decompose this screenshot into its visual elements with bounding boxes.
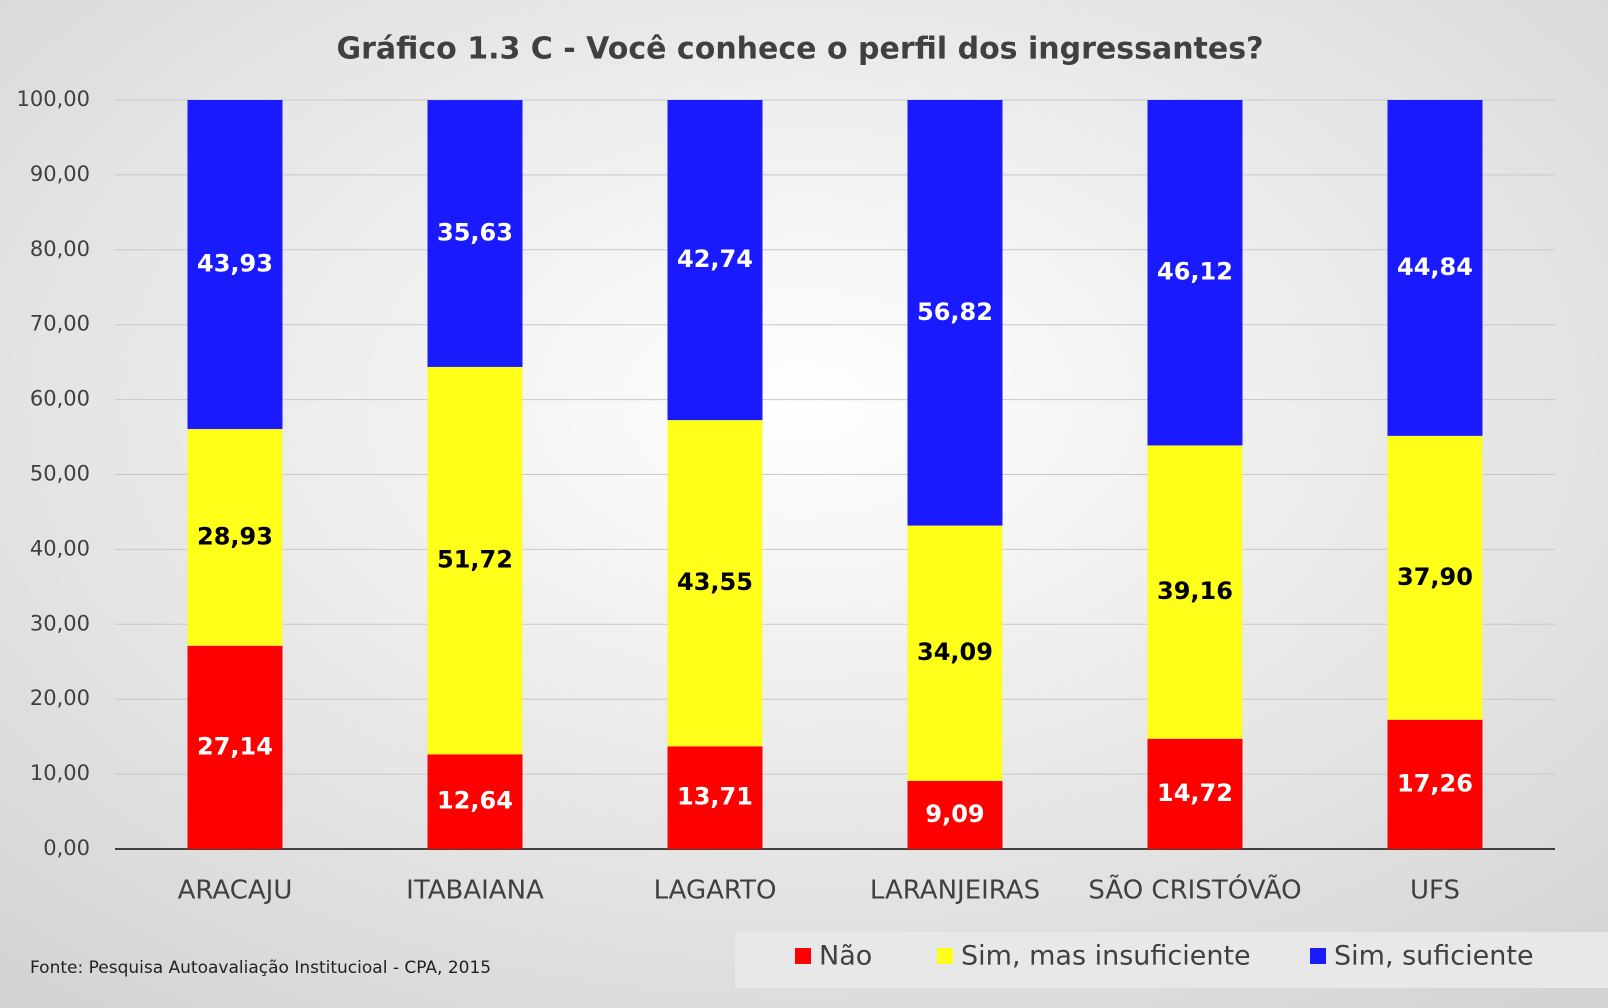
y-tick-label: 100,00: [17, 87, 90, 111]
x-tick-label: ARACAJU: [178, 876, 293, 906]
value-label: 51,72: [437, 546, 513, 574]
value-label: 34,09: [917, 638, 993, 666]
x-tick-label: LARANJEIRAS: [870, 876, 1040, 906]
bar-segment: [427, 366, 523, 755]
bar-segment: [427, 754, 523, 849]
bar-segment: [187, 429, 283, 646]
bar-segment: [667, 420, 763, 747]
value-label: 39,16: [1157, 577, 1233, 605]
legend-swatch: [937, 948, 953, 964]
bar-segment: [1387, 100, 1483, 436]
bar-segment: [1147, 100, 1243, 446]
value-label: 13,71: [677, 783, 753, 811]
legend-box: [735, 932, 1608, 988]
value-label: 43,93: [197, 250, 273, 278]
y-tick-label: 30,00: [30, 611, 90, 635]
bar-segment: [1147, 738, 1243, 849]
x-tick-label: UFS: [1410, 876, 1460, 906]
y-tick-label: 10,00: [30, 761, 90, 785]
bar-segment: [667, 100, 763, 421]
legend-swatch: [795, 948, 811, 964]
legend-label: Sim, suficiente: [1334, 941, 1534, 972]
x-tick-label: LAGARTO: [654, 876, 777, 906]
value-label: 42,74: [677, 245, 753, 273]
y-tick-label: 50,00: [30, 462, 90, 486]
value-label: 27,14: [197, 732, 273, 760]
bar-segment: [427, 100, 523, 367]
value-label: 17,26: [1397, 769, 1473, 797]
value-label: 35,63: [437, 219, 513, 247]
y-tick-label: 40,00: [30, 536, 90, 560]
bar-segment: [1147, 445, 1243, 739]
bar-segment: [907, 780, 1003, 849]
bar-segment: [187, 100, 283, 430]
y-tick-label: 80,00: [30, 237, 90, 261]
bar-segment: [667, 746, 763, 849]
value-label: 43,55: [677, 568, 753, 596]
value-label: 28,93: [197, 522, 273, 550]
source-note: Fonte: Pesquisa Autoavaliação Institucio…: [30, 958, 491, 978]
value-label: 12,64: [437, 787, 513, 815]
value-label: 44,84: [1397, 253, 1473, 281]
y-tick-label: 60,00: [30, 387, 90, 411]
chart-title: Gráfico 1.3 C - Você conhece o perfil do…: [336, 32, 1263, 67]
bar-segment: [1387, 435, 1483, 720]
x-tick-label: ITABAIANA: [406, 876, 544, 906]
legend-label: Não: [819, 941, 872, 972]
value-label: 37,90: [1397, 563, 1473, 591]
y-tick-label: 20,00: [30, 686, 90, 710]
legend-swatch: [1310, 948, 1326, 964]
y-tick-label: 90,00: [30, 162, 90, 186]
y-tick-label: 70,00: [30, 312, 90, 336]
bar-segment: [907, 100, 1003, 526]
value-label: 14,72: [1157, 779, 1233, 807]
value-label: 9,09: [925, 800, 984, 828]
y-tick-label: 0,00: [43, 836, 90, 860]
x-tick-label: SÃO CRISTÓVÃO: [1088, 874, 1301, 906]
value-label: 46,12: [1157, 258, 1233, 286]
bar-segment: [907, 525, 1003, 781]
bar-segment: [1387, 719, 1483, 849]
legend-label: Sim, mas insuficiente: [961, 941, 1251, 972]
value-label: 56,82: [917, 298, 993, 326]
bar-segment: [187, 645, 283, 849]
